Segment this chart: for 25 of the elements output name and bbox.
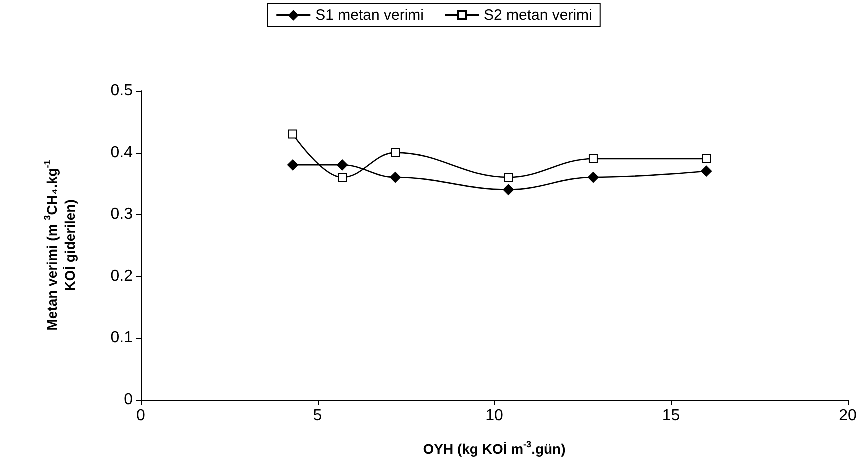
point: [391, 148, 400, 158]
legend-label: S1 metan verimi: [316, 7, 424, 24]
legend-label: S2 metan verimi: [484, 7, 592, 24]
y-tick-label: 0.2: [110, 268, 134, 285]
point: [390, 172, 402, 184]
point: [288, 160, 299, 171]
y-tick-label: 0.1: [110, 330, 134, 347]
y-tick-label: 0.5: [110, 82, 134, 100]
y-tick-label: 0: [124, 392, 134, 408]
x-tick-label: 0: [136, 408, 146, 424]
point: [588, 154, 598, 164]
point: [701, 166, 712, 177]
y-tick-label: 0.3: [110, 206, 134, 224]
point: [504, 173, 514, 182]
x-tick-label: 20: [839, 408, 857, 424]
point: [503, 184, 514, 196]
point: [588, 172, 599, 184]
x-tick-label: 15: [662, 408, 680, 424]
point: [288, 130, 298, 139]
point: [336, 160, 348, 171]
x-tick-label: 10: [486, 408, 504, 424]
y-tick-label: 0.4: [110, 144, 134, 162]
point: [338, 173, 347, 182]
point: [702, 154, 712, 164]
x-tick-label: 5: [313, 408, 322, 424]
